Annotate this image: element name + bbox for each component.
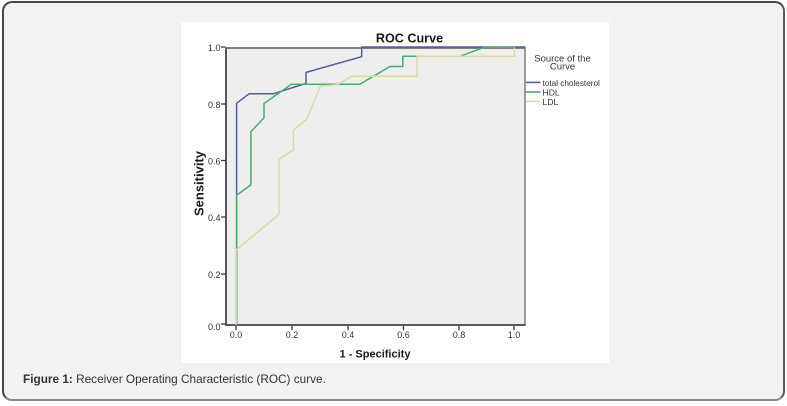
svg-text:0.2: 0.2 [286, 330, 299, 340]
svg-text:1.0: 1.0 [508, 330, 521, 340]
svg-text:0.8: 0.8 [208, 100, 221, 110]
svg-text:0.0: 0.0 [208, 322, 221, 332]
svg-text:total cholesterol: total cholesterol [543, 79, 601, 88]
svg-text:1 - Specificity: 1 - Specificity [340, 348, 412, 360]
svg-text:0.4: 0.4 [342, 330, 355, 340]
svg-text:0.6: 0.6 [397, 330, 410, 340]
svg-text:0.2: 0.2 [208, 270, 221, 280]
svg-text:0.4: 0.4 [208, 213, 221, 223]
svg-text:0.8: 0.8 [453, 330, 466, 340]
svg-text:ROC Curve: ROC Curve [376, 31, 443, 45]
svg-text:Source of the: Source of the [534, 53, 591, 64]
svg-text:1.0: 1.0 [208, 43, 221, 53]
svg-text:0.6: 0.6 [208, 157, 221, 167]
svg-text:0.0: 0.0 [230, 330, 243, 340]
svg-text:HDL: HDL [543, 87, 560, 97]
svg-text:Curve: Curve [550, 62, 575, 73]
svg-text:LDL: LDL [543, 97, 559, 107]
svg-text:Sensitivity: Sensitivity [192, 150, 207, 216]
